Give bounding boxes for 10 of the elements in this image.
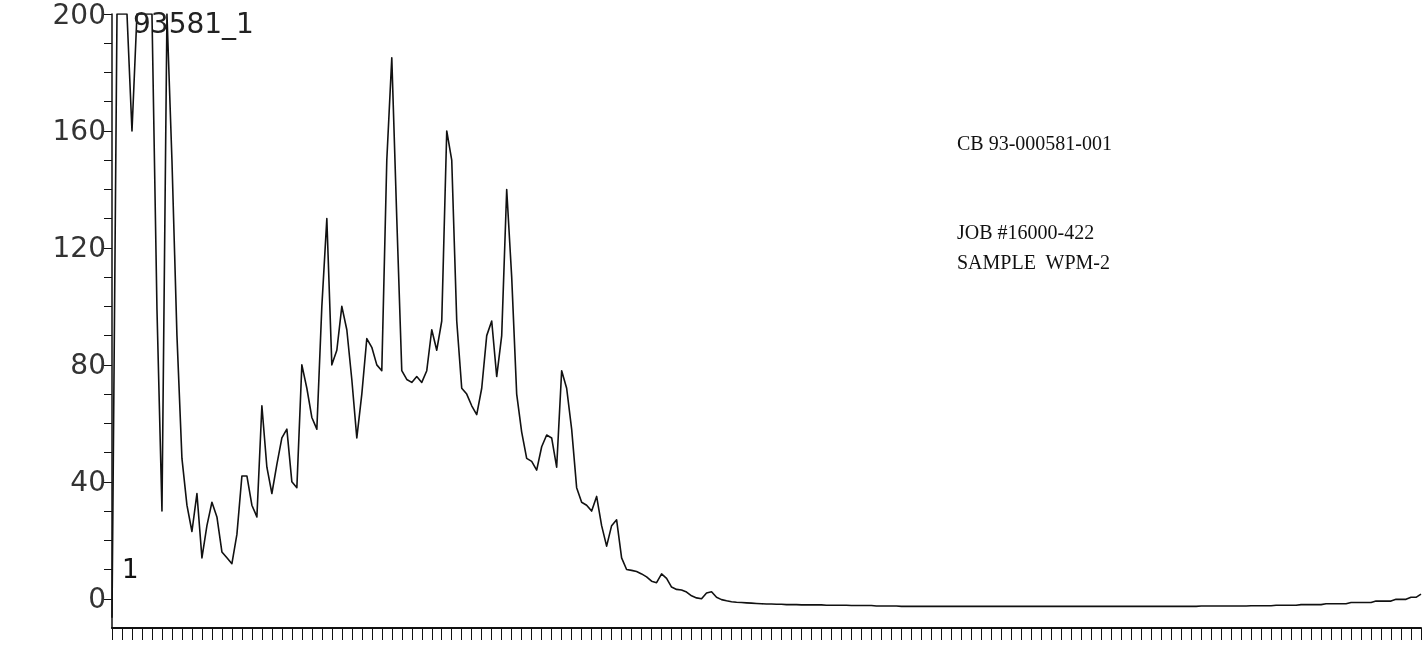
annotation: SAMPLE WPM-2 xyxy=(957,251,1110,273)
y-tick-label: 0 xyxy=(88,582,106,616)
annotation: JOB #16000-422 xyxy=(957,221,1095,243)
y-tick-label: 200 xyxy=(52,0,106,31)
y-tick-label: 40 xyxy=(70,465,106,499)
annotation: CB 93-000581-001 xyxy=(957,132,1112,154)
y-tick-label: 80 xyxy=(70,348,106,382)
y-tick-label: 160 xyxy=(52,114,106,148)
y-tick-label: 120 xyxy=(52,231,106,265)
annotation: 1 xyxy=(122,554,139,584)
